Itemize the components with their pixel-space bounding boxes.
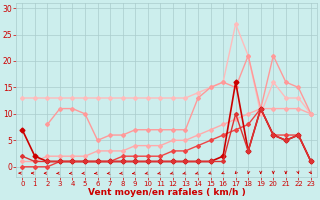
X-axis label: Vent moyen/en rafales ( km/h ): Vent moyen/en rafales ( km/h ) bbox=[88, 188, 245, 197]
